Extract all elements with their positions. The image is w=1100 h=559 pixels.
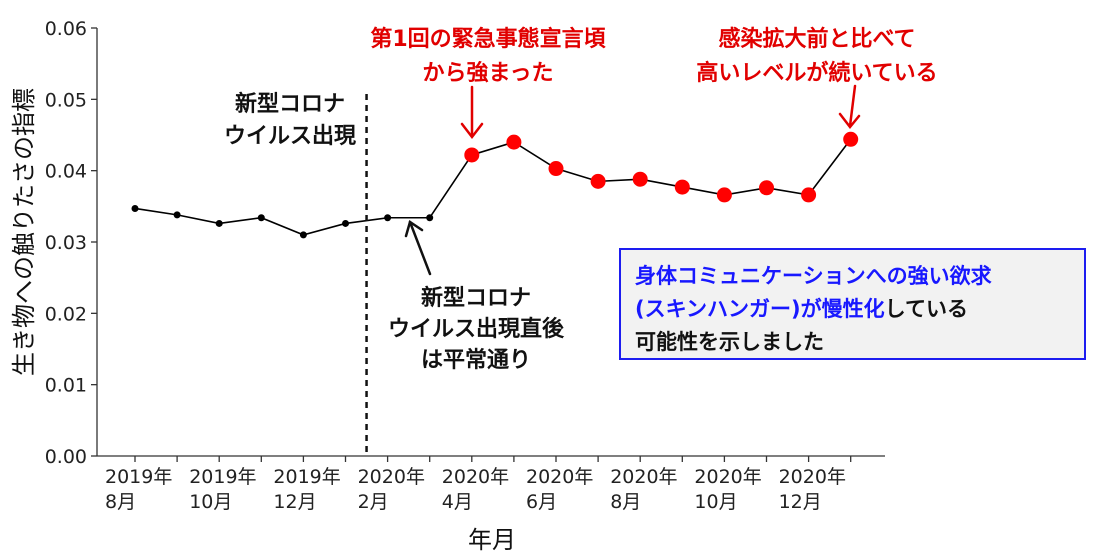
x-tick-label-month: 6月: [526, 491, 557, 513]
data-point-highlight: [674, 179, 690, 195]
data-point-highlight: [759, 180, 774, 196]
persist-arrow: [838, 84, 861, 130]
x-tick-label-month: 12月: [779, 491, 822, 513]
x-tick-label-year: 2019年: [105, 466, 172, 488]
after-arrow: [404, 220, 432, 276]
y-tick-label: 0.03: [45, 232, 87, 254]
emergence-annotation-line2: ウイルス出現: [224, 124, 356, 149]
data-point-highlight: [548, 161, 564, 177]
x-tick-label-month: 8月: [105, 491, 136, 513]
info-box-line2-highlight: (スキンハンガー)が慢性化: [635, 297, 885, 321]
x-axis-label: 年月: [468, 526, 516, 554]
emergence-annotation-line1: 新型コロナ: [235, 91, 345, 117]
after-annotation-line1: 新型コロナ: [421, 285, 531, 311]
data-point: [257, 214, 265, 222]
info-box-line2-rest: している: [884, 297, 968, 321]
data-point-highlight: [843, 131, 859, 147]
data-point-highlight: [632, 171, 648, 187]
x-tick-label-year: 2020年: [526, 466, 593, 488]
x-tick-label-month: 12月: [273, 491, 316, 513]
persist-annotation-line1: 感染拡大前と比べて: [718, 26, 915, 52]
data-point-highlight: [590, 173, 606, 189]
after-annotation-line3: は平常通り: [421, 347, 531, 373]
persist-annotation-line2: 高いレベルが続いている: [696, 60, 937, 86]
y-tick-label: 0.01: [45, 375, 87, 397]
y-tick-label: 0.04: [45, 161, 87, 183]
y-tick-label: 0.02: [45, 303, 87, 325]
x-tick-label-month: 10月: [694, 491, 737, 513]
y-tick-label: 0.05: [45, 89, 87, 111]
series-line-group: [131, 131, 859, 239]
data-point: [173, 211, 181, 219]
info-box-line3: 可能性を示しました: [635, 330, 824, 354]
data-point-highlight: [801, 187, 817, 203]
info-box-line2: (スキンハンガー)が慢性化している: [635, 293, 1070, 326]
data-point: [384, 214, 392, 222]
x-tick-label-month: 10月: [189, 491, 232, 513]
x-tick-label-year: 2020年: [358, 466, 425, 488]
emergency-annotation-line2: から強まった: [422, 60, 553, 86]
x-tick-label-year: 2020年: [694, 466, 761, 488]
data-point-highlight: [716, 187, 732, 203]
x-tick-label-year: 2019年: [273, 466, 340, 488]
x-tick-label-year: 2020年: [442, 466, 509, 488]
info-box-line1: 身体コミュニケーションへの強い欲求: [635, 264, 992, 288]
x-tick-label-month: 2月: [358, 491, 389, 513]
data-point: [215, 219, 223, 227]
emergency-annotation-line1: 第1回の緊急事態宣言頃: [370, 26, 606, 52]
data-point: [299, 231, 307, 239]
x-tick-label-year: 2020年: [610, 466, 677, 488]
data-point-highlight: [506, 134, 522, 150]
x-ticks: 2019年 8月 2019年 10月 2019年 12月 2020年 2月 2020年 4月 202…: [105, 456, 852, 513]
data-point: [131, 204, 139, 212]
x-tick-label-year: 2020年: [779, 466, 846, 488]
info-box: 身体コミュニケーションへの強い欲求 (スキンハンガー)が慢性化している 可能性を…: [619, 248, 1086, 360]
after-annotation-line2: ウイルス出現直後: [388, 316, 565, 342]
data-point: [426, 214, 434, 222]
data-point-highlight: [464, 147, 480, 163]
x-tick-label-month: 8月: [610, 491, 641, 513]
y-axis-label: 生き物への触りたさの指標: [10, 88, 38, 376]
x-tick-label-month: 4月: [442, 491, 473, 513]
x-tick-label-year: 2019年: [189, 466, 256, 488]
y-tick-label: 0.06: [45, 18, 87, 40]
data-point: [342, 219, 349, 227]
y-ticks: 0.00 0.01 0.02 0.03 0.04 0.05 0.06: [45, 18, 97, 468]
series-line: [134, 138, 852, 236]
axes: [96, 28, 885, 457]
y-tick-label: 0.00: [45, 446, 87, 468]
emergency-arrow: [460, 85, 484, 140]
